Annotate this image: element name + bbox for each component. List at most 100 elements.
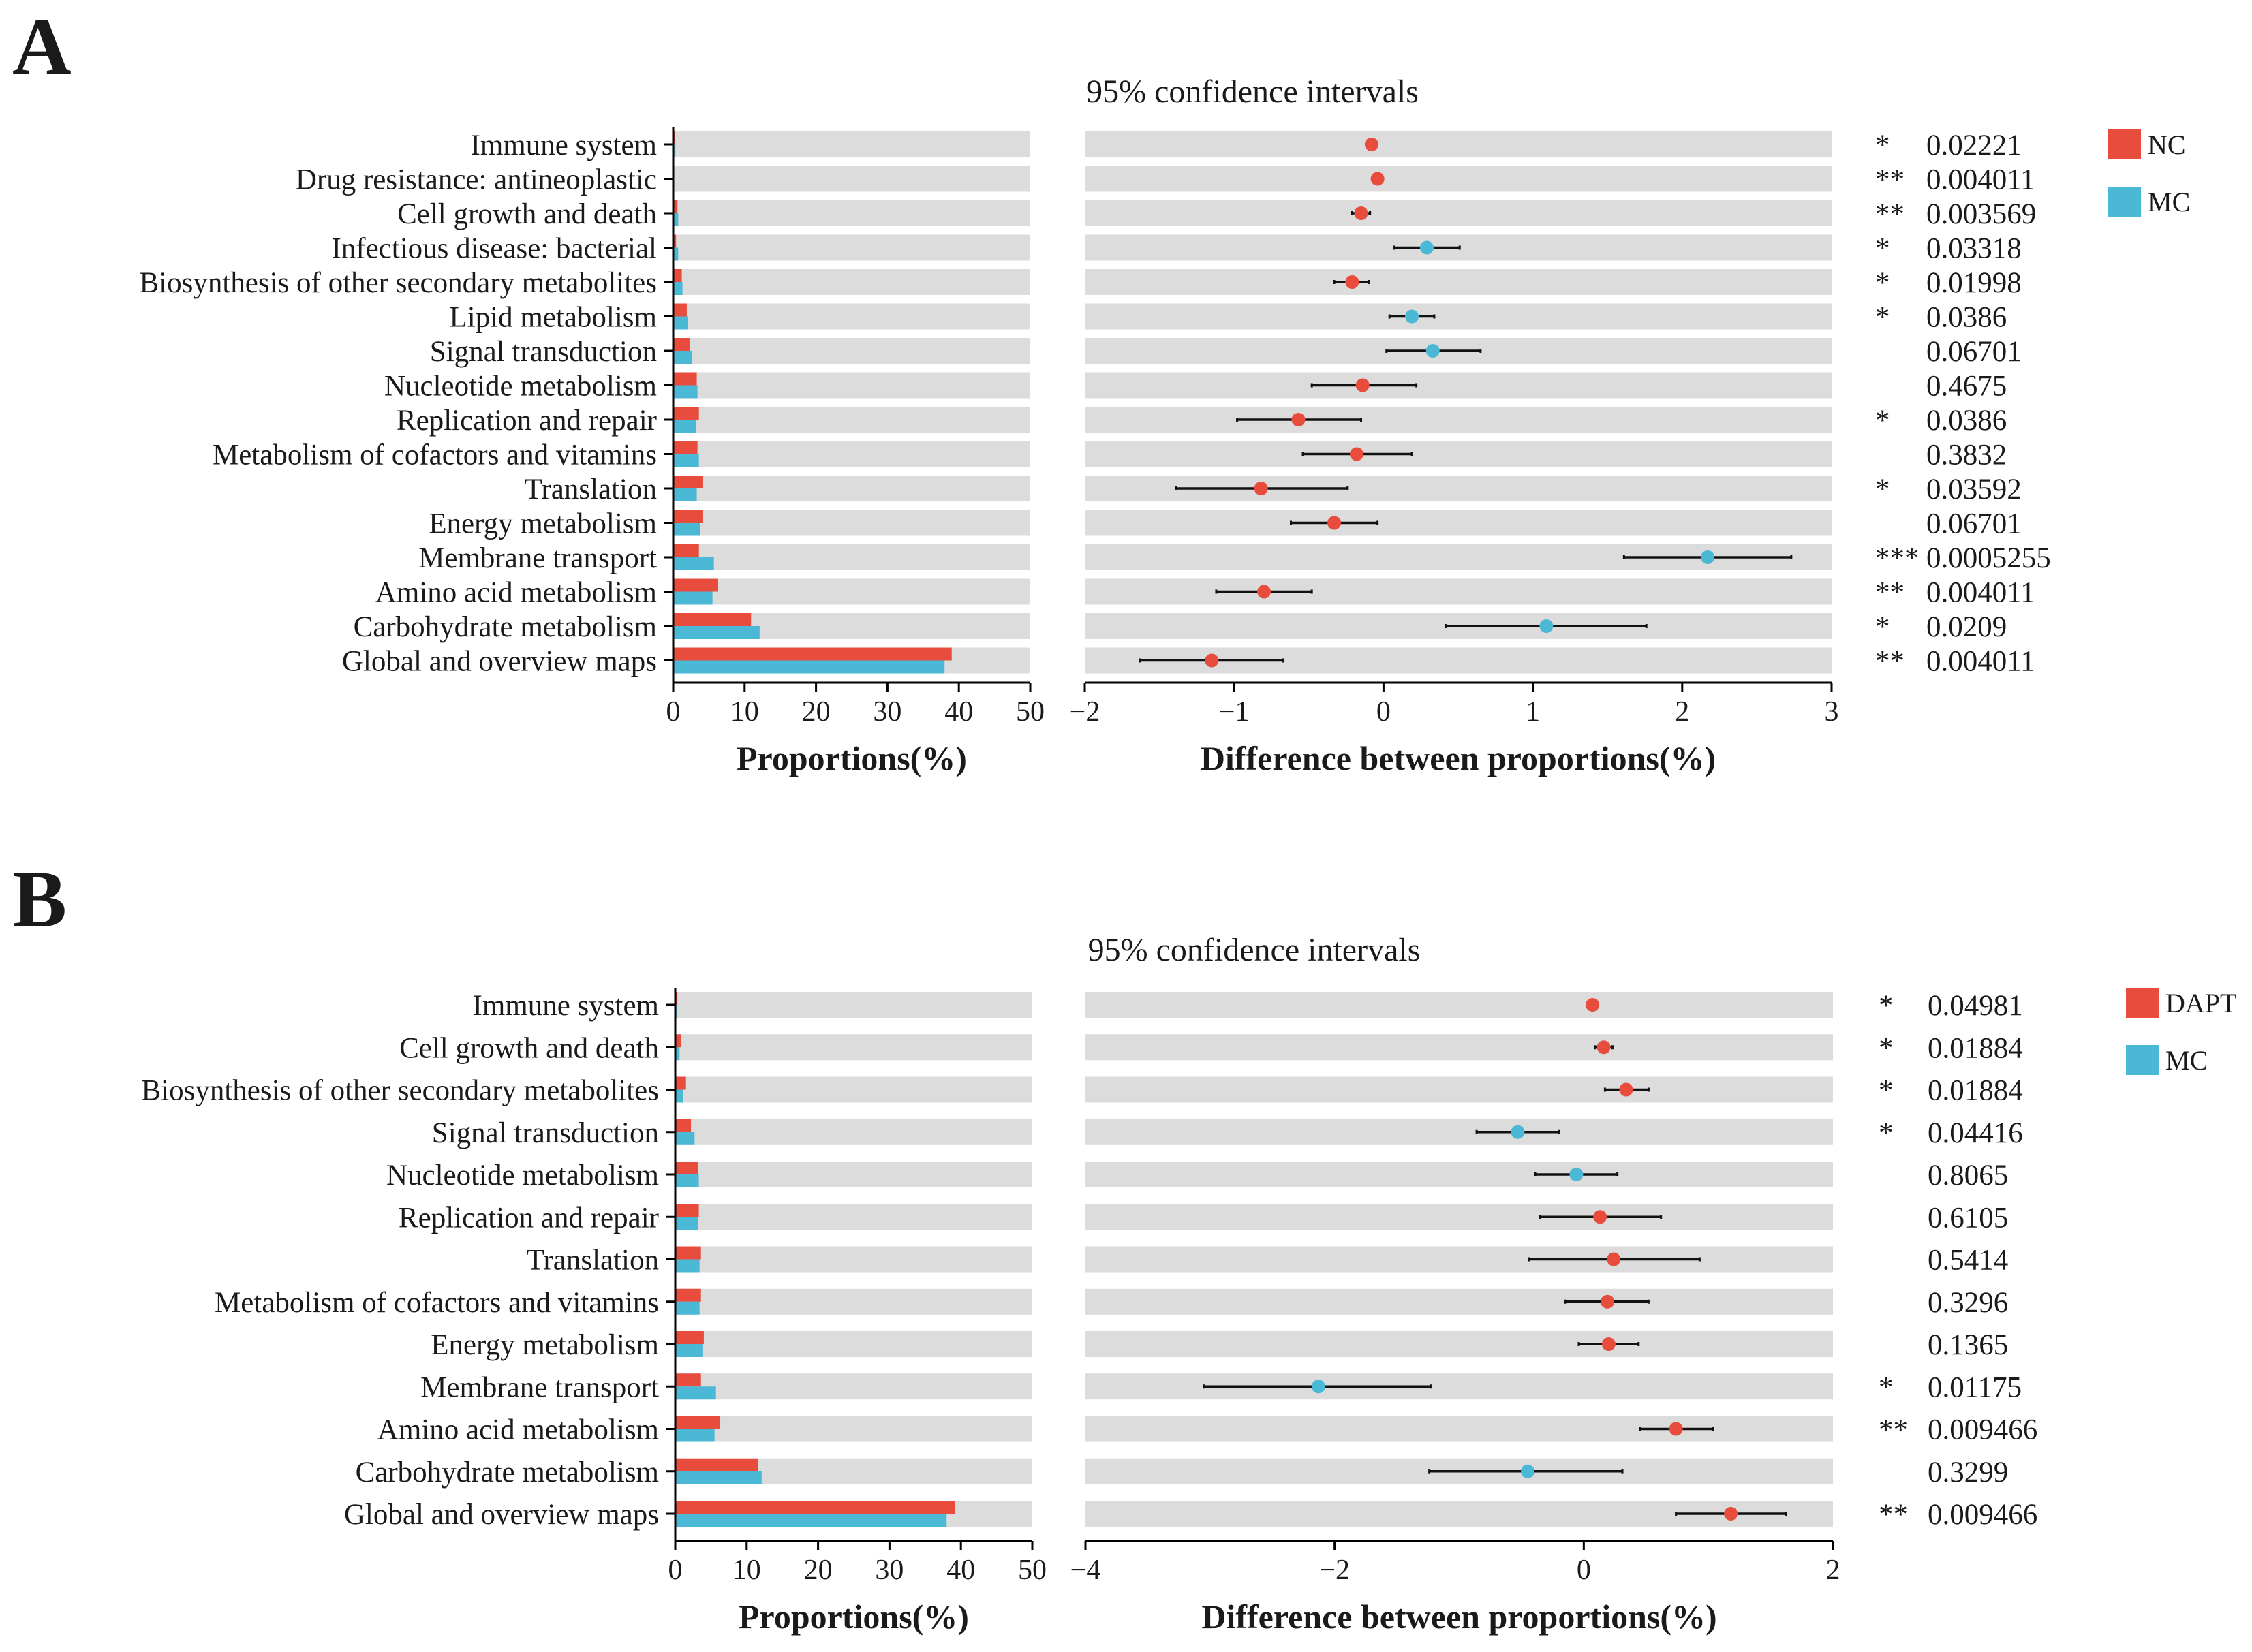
panel-a-significance-stars: ** xyxy=(1875,198,1904,230)
panel-a-bar-nc xyxy=(673,441,698,454)
panel-a-difference-point xyxy=(1405,309,1419,324)
panel-a-bar-mc xyxy=(673,316,689,330)
panel-a-difference-point xyxy=(1254,482,1268,495)
panel-b-letter: B xyxy=(12,854,67,944)
panel-b-bar-dapt xyxy=(675,1076,686,1090)
panel-b-left-band xyxy=(675,1373,1032,1400)
panel-a-p-value: 0.06701 xyxy=(1926,508,2022,540)
panel-b-left-x-tick-label: 50 xyxy=(1018,1555,1047,1586)
panel-a-p-value: 0.004011 xyxy=(1926,577,2035,609)
panel-b-bar-mc xyxy=(675,1514,947,1527)
panel-a-right-x-tick-label: 3 xyxy=(1825,696,1839,728)
panel-a-right-band xyxy=(1085,578,1832,605)
panel-a-p-value: 0.03592 xyxy=(1926,473,2022,505)
panel-a-difference-point xyxy=(1425,344,1440,358)
panel-b-difference-point xyxy=(1311,1380,1325,1394)
panel-a-bar-mc xyxy=(673,523,700,536)
panel-a-left-band xyxy=(673,510,1030,536)
panel-a-category-label: Biosynthesis of other secondary metaboli… xyxy=(139,267,657,299)
panel-a-p-value: 0.02221 xyxy=(1926,129,2022,161)
panel-a-left-x-tick-label: 20 xyxy=(802,696,831,728)
panel-a-category-label: Metabolism of cofactors and vitamins xyxy=(213,439,657,471)
panel-a-left-x-tick-label: 40 xyxy=(944,696,973,728)
panel-a-difference-point xyxy=(1354,206,1368,220)
panel-a-difference-point xyxy=(1291,413,1306,426)
panel-b-chart: B 95% confidence intervals Immune system * 0… xyxy=(12,854,2236,1636)
panel-b-category-label: Metabolism of cofactors and vitamins xyxy=(215,1287,659,1319)
panel-b-left-band xyxy=(675,1162,1032,1187)
panel-b-difference-point xyxy=(1597,1040,1611,1055)
panel-a-p-value: 0.01998 xyxy=(1926,267,2022,299)
panel-b-p-value: 0.01175 xyxy=(1928,1371,2022,1403)
panel-a-left-x-tick-label: 0 xyxy=(666,696,681,728)
panel-b-category-label: Biosynthesis of other secondary metaboli… xyxy=(141,1075,659,1107)
panel-a-bar-nc xyxy=(673,544,699,557)
panel-b-right-band xyxy=(1085,1416,1833,1442)
panel-b-bar-mc xyxy=(675,1089,683,1103)
panel-a-significance-stars: ** xyxy=(1875,164,1904,196)
panel-a-right-band xyxy=(1085,510,1832,536)
panel-b-bar-dapt xyxy=(675,1288,701,1302)
panel-b-left-x-tick-label: 40 xyxy=(946,1555,975,1586)
panel-b-p-value: 0.009466 xyxy=(1928,1414,2037,1446)
panel-b-bar-dapt xyxy=(675,1416,721,1429)
panel-a-category-label: Energy metabolism xyxy=(429,508,657,540)
panel-b-bar-dapt xyxy=(675,1458,758,1471)
panel-a-bar-nc xyxy=(673,510,703,523)
panel-a-bar-mc xyxy=(673,351,692,364)
panel-a-difference-point xyxy=(1257,585,1271,599)
panel-b-category-label: Amino acid metabolism xyxy=(377,1414,659,1446)
panel-a-category-label: Translation xyxy=(525,473,657,505)
panel-b-right-band xyxy=(1085,1119,1833,1145)
panel-a-p-value: 0.0209 xyxy=(1926,611,2007,643)
panel-b-left-band xyxy=(675,1331,1032,1357)
panel-a-right-band xyxy=(1085,269,1832,295)
panel-b-right-x-tick-label: −2 xyxy=(1319,1555,1350,1586)
panel-b-p-value: 0.8065 xyxy=(1928,1159,2008,1191)
panel-a-bar-mc xyxy=(673,420,696,433)
panel-a-left-band xyxy=(673,166,1030,192)
panel-a-p-value: 0.06701 xyxy=(1926,336,2022,368)
panel-b-left-band xyxy=(675,992,1032,1018)
panel-a-p-value: 0.0005255 xyxy=(1926,542,2051,574)
panel-a-category-label: Drug resistance: antineoplastic xyxy=(296,164,657,196)
panel-a-category-label: Amino acid metabolism xyxy=(375,577,657,609)
panel-a-category-label: Nucleotide metabolism xyxy=(384,371,657,403)
panel-a-category-label: Replication and repair xyxy=(397,405,657,437)
panel-a-difference-point xyxy=(1349,447,1363,461)
panel-a-category-label: Cell growth and death xyxy=(397,198,657,230)
panel-b-left-band xyxy=(675,1034,1032,1061)
panel-a-significance-stars: * xyxy=(1875,233,1890,265)
panel-a-left-x-tick-label: 50 xyxy=(1016,696,1045,728)
panel-a-left-x-tick-label: 10 xyxy=(730,696,759,728)
panel-a-left-band xyxy=(673,131,1030,157)
panel-b-legend-label-dapt: DAPT xyxy=(2165,988,2236,1018)
panel-a-left-band xyxy=(673,338,1030,364)
panel-b-legend-swatch-mc xyxy=(2126,1045,2159,1075)
panel-a-difference-point xyxy=(1364,138,1378,151)
panel-a-right-band xyxy=(1085,372,1832,399)
panel-b-p-value: 0.6105 xyxy=(1928,1202,2008,1234)
panel-a-bar-nc xyxy=(673,303,687,317)
panel-b-right-band xyxy=(1085,1373,1833,1400)
panel-a-right-x-tick-label: 2 xyxy=(1675,696,1689,728)
panel-a-significance-stars: * xyxy=(1875,302,1890,334)
panel-a-bar-mc xyxy=(673,282,683,295)
panel-a-legend-label-mc: MC xyxy=(2148,187,2190,217)
panel-b-right-band xyxy=(1085,1331,1833,1357)
panel-a-category-label: Membrane transport xyxy=(418,542,657,574)
panel-a-significance-stars: * xyxy=(1875,405,1890,437)
panel-a-bar-nc xyxy=(673,476,703,488)
panel-a-bar-nc xyxy=(673,234,677,248)
panel-b-bar-dapt xyxy=(675,1162,698,1174)
panel-b-significance-stars: * xyxy=(1879,1075,1894,1107)
panel-b-bar-dapt xyxy=(675,1501,955,1514)
panel-b-right-x-tick-label: −4 xyxy=(1070,1555,1101,1586)
panel-b-right-band xyxy=(1085,1034,1833,1061)
panel-a-left-band xyxy=(673,200,1030,226)
panel-a-category-label: Global and overview maps xyxy=(342,646,657,678)
panel-a-letter: A xyxy=(12,1,72,91)
panel-a-right-x-tick-label: 1 xyxy=(1526,696,1540,728)
panel-a-bar-nc xyxy=(673,647,952,661)
panel-a-significance-stars: * xyxy=(1875,611,1890,643)
